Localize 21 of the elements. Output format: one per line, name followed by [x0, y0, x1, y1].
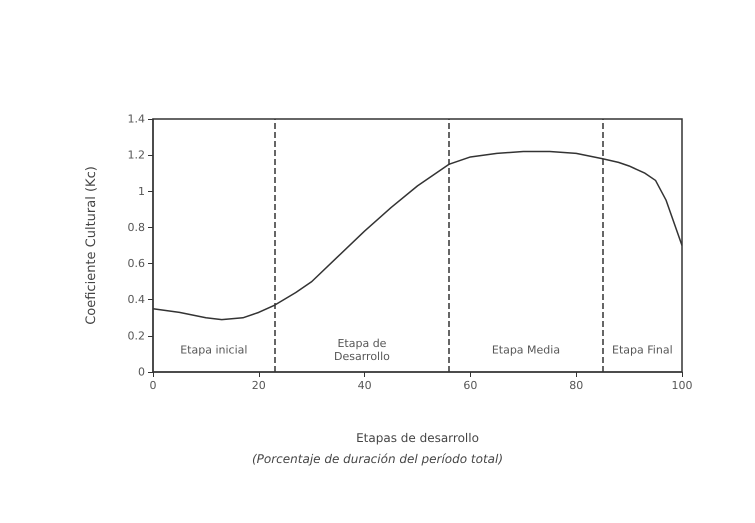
annotation: Etapa Media	[492, 344, 560, 356]
annotation: Etapa Final	[612, 344, 673, 356]
y-tick-label: 1.2	[128, 148, 145, 162]
x-tick-label: 100	[672, 379, 692, 392]
y-axis-title: Coeficiente Cultural (Kc)	[84, 166, 99, 325]
x-tick-label: 60	[463, 379, 478, 392]
annotation: Etapa de Desarrollo	[334, 337, 390, 363]
y-tick-label: 1.4	[128, 112, 145, 126]
annotation: Etapa inicial	[180, 344, 248, 356]
x-tick-label: 40	[358, 379, 372, 392]
y-tick-label: 0.4	[128, 293, 145, 306]
x-tick-label: 80	[569, 379, 584, 392]
x-tick-label: 0	[150, 379, 156, 392]
x-tick-label: 20	[252, 379, 266, 392]
y-tick-label: 0	[138, 366, 145, 378]
text: (Porcentaje de duración del período total)	[252, 452, 504, 466]
x-axis-title: Etapas de desarrollo	[356, 431, 479, 445]
y-tick-label: 1	[138, 184, 145, 198]
y-tick-label: 0.6	[128, 257, 145, 270]
y-tick-label: 0.8	[128, 220, 145, 234]
y-tick-label: 0.2	[128, 329, 145, 342]
